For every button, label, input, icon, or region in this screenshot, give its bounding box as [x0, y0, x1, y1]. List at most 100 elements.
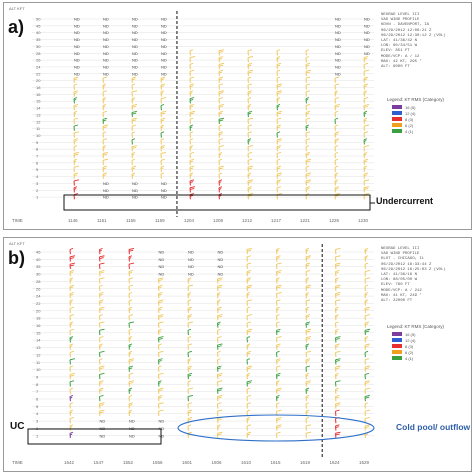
barb-flag	[99, 409, 105, 412]
wind-barb	[305, 431, 312, 438]
wind-barb	[364, 372, 370, 380]
wind-barb	[69, 424, 74, 431]
barb-flag	[190, 85, 194, 88]
wind-barb	[246, 380, 253, 387]
wind-barb	[69, 314, 75, 321]
barb-flag	[247, 83, 253, 86]
x-tick-label: 1629	[359, 460, 370, 465]
barb-flag	[132, 146, 137, 149]
barb-flag	[247, 352, 251, 355]
barb-flag	[335, 270, 340, 272]
legend-swatch	[392, 129, 402, 133]
barb-flag	[73, 151, 80, 154]
barb-flag	[364, 321, 370, 324]
barb-flag	[276, 396, 279, 399]
barb-flag	[247, 124, 253, 127]
wind-barb	[364, 321, 370, 328]
barb-flag	[128, 284, 134, 287]
wind-barb	[158, 409, 164, 416]
wind-barb	[69, 247, 74, 255]
barb-flag	[246, 321, 252, 324]
wind-barb	[363, 97, 369, 104]
barb-flag	[189, 90, 194, 93]
barb-flag	[334, 193, 341, 196]
barb-flag	[335, 306, 339, 309]
barb-flag	[70, 264, 75, 267]
wind-barb	[335, 321, 339, 328]
barb-flag	[276, 271, 281, 274]
barb-flag	[335, 365, 341, 368]
wind-barb	[187, 424, 192, 431]
no-data-label: ND	[132, 37, 138, 42]
barb-flag	[246, 431, 252, 434]
barb-flag	[246, 350, 252, 353]
wind-barb	[160, 76, 166, 83]
legend-label: 4 (1)	[405, 355, 414, 361]
barb-flag	[161, 119, 165, 122]
barb-flag	[187, 343, 193, 346]
wind-barb	[102, 110, 108, 118]
legend-swatch	[392, 105, 402, 109]
barb-flag	[217, 315, 222, 318]
wind-barb	[217, 365, 222, 372]
wind-barb	[335, 372, 339, 380]
info-line: 06/29/2012 12:06:21 Z	[381, 28, 432, 33]
barb-flag	[305, 262, 311, 265]
wind-barb	[334, 145, 339, 152]
barb-flag	[158, 279, 163, 282]
no-data-label: ND	[335, 44, 341, 49]
wind-barb	[102, 117, 108, 124]
wind-barb	[334, 110, 339, 118]
legend-swatch	[392, 332, 402, 336]
y-tick-label: 26	[36, 286, 41, 291]
wind-barb	[131, 158, 136, 166]
barb-flag	[247, 382, 252, 384]
no-data-label: ND	[161, 181, 167, 186]
wind-barb	[276, 394, 280, 402]
barb-flag	[102, 98, 106, 101]
barb-flag	[363, 124, 370, 127]
barb-flag	[305, 255, 312, 258]
wind-barb	[128, 314, 134, 321]
uc-box	[27, 428, 162, 445]
barb-flag	[246, 262, 252, 265]
barb-flag	[99, 247, 103, 250]
wind-barb	[187, 284, 194, 291]
y-tick-label: 11	[36, 360, 41, 365]
wind-barb	[335, 380, 341, 387]
barb-flag	[305, 345, 309, 348]
info-line: LON: 88/05/00 W	[381, 278, 418, 283]
barb-flag	[69, 321, 74, 324]
y-tick-label: 45	[36, 23, 41, 28]
barb-flag	[74, 153, 79, 156]
barb-flag	[190, 112, 195, 115]
wind-barb	[102, 124, 109, 131]
wind-barb	[158, 321, 164, 328]
wind-barb	[158, 328, 162, 336]
barb-flag	[218, 90, 225, 93]
barb-flag	[363, 97, 369, 100]
no-data-label: ND	[159, 250, 165, 255]
barb-flag	[247, 330, 252, 333]
barb-flag	[246, 336, 251, 339]
wind-barb	[363, 69, 370, 77]
no-data-label: ND	[100, 419, 106, 424]
wind-barb	[364, 247, 369, 255]
wind-barb	[246, 328, 253, 336]
barb-flag	[189, 165, 195, 168]
legend-label: 16 (5)	[405, 104, 416, 110]
barb-flag	[99, 270, 105, 272]
wind-barb	[305, 83, 311, 90]
barb-flag	[246, 255, 252, 258]
barb-flag	[246, 374, 250, 377]
wind-barb	[131, 165, 137, 172]
y-tick-label: 22	[36, 301, 41, 306]
wind-barb	[128, 277, 134, 284]
no-data-label: ND	[74, 23, 80, 28]
wind-barb	[102, 90, 108, 97]
wind-barb	[364, 277, 371, 284]
barb-flag	[334, 104, 341, 106]
cold-pool-ellipse	[177, 414, 375, 442]
barb-flag	[218, 104, 225, 106]
barb-flag	[128, 380, 135, 383]
